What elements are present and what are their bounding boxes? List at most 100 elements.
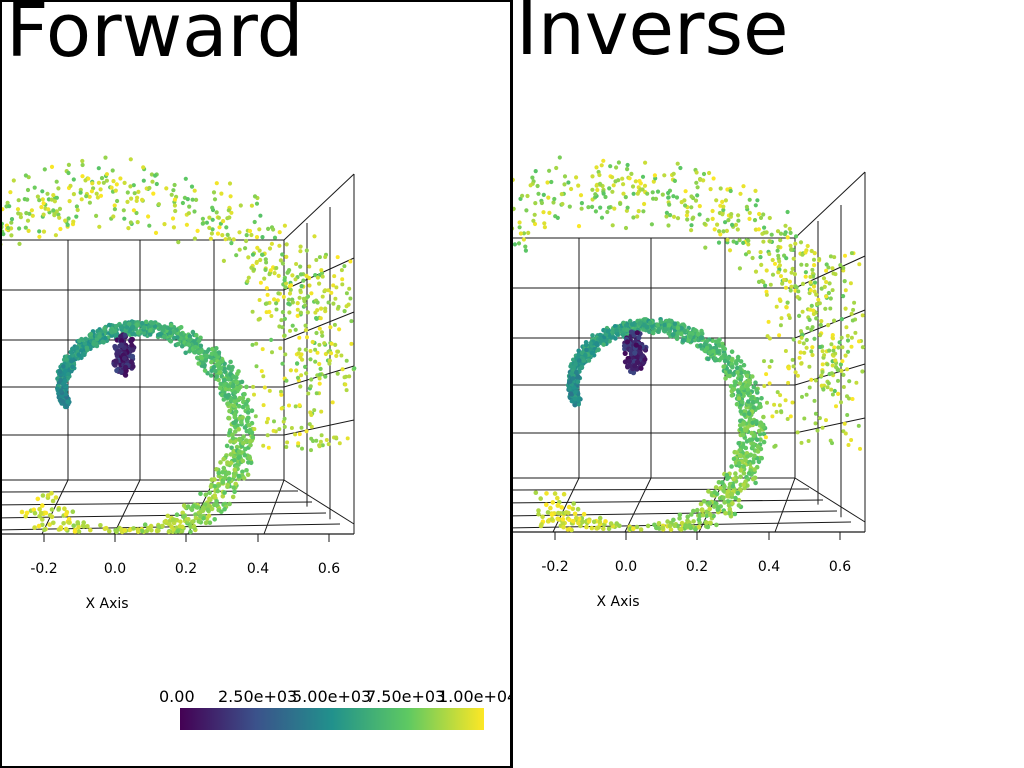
data-point <box>803 270 808 275</box>
data-point <box>61 364 66 369</box>
data-point <box>315 300 320 305</box>
data-point <box>571 501 576 506</box>
data-point <box>74 204 79 209</box>
data-point <box>812 257 816 262</box>
data-point <box>750 374 755 379</box>
data-point <box>339 353 344 358</box>
data-point <box>131 208 136 213</box>
data-point <box>819 286 824 291</box>
data-point <box>203 492 209 498</box>
data-point <box>753 380 758 386</box>
data-point <box>736 213 741 218</box>
data-point <box>49 514 55 520</box>
data-point <box>830 288 835 293</box>
data-point <box>314 391 319 396</box>
data-point <box>744 373 750 379</box>
data-point <box>330 400 335 405</box>
data-point <box>312 234 317 239</box>
data-point <box>232 458 237 463</box>
data-point <box>535 183 540 189</box>
data-point <box>845 338 851 343</box>
data-point <box>279 406 284 411</box>
data-point <box>235 423 240 429</box>
data-point <box>52 199 58 204</box>
data-point <box>722 358 728 364</box>
data-point <box>762 359 766 364</box>
data-point <box>75 207 80 213</box>
data-point <box>733 495 738 501</box>
data-point <box>707 500 712 506</box>
x-tick-label: 0.2 <box>686 559 708 575</box>
data-point <box>232 394 238 400</box>
data-point <box>211 364 217 370</box>
data-point <box>763 435 768 440</box>
data-point <box>41 212 46 217</box>
data-point <box>288 328 292 333</box>
data-point <box>225 232 230 237</box>
data-point <box>210 346 215 352</box>
data-point <box>567 517 572 523</box>
data-point <box>320 274 325 279</box>
data-point <box>2 221 4 226</box>
data-point <box>713 485 719 490</box>
data-point <box>839 335 844 340</box>
data-point <box>9 220 14 225</box>
point-cloud <box>513 155 865 533</box>
data-point <box>294 262 299 266</box>
data-point <box>32 185 37 190</box>
data-point <box>576 183 581 188</box>
data-point <box>570 518 576 524</box>
data-point <box>736 503 742 508</box>
data-point <box>171 527 176 532</box>
data-point <box>721 488 726 493</box>
data-point <box>334 435 339 440</box>
data-point <box>813 378 818 383</box>
data-point <box>707 350 713 356</box>
data-point <box>193 515 199 521</box>
data-point <box>567 379 573 385</box>
data-point <box>644 325 650 330</box>
data-point <box>344 358 349 363</box>
data-point <box>732 382 737 388</box>
data-point <box>47 522 52 527</box>
data-point <box>637 321 642 326</box>
data-point <box>777 333 782 338</box>
data-point <box>274 307 279 312</box>
data-point <box>764 268 769 273</box>
data-point <box>824 268 829 273</box>
data-point <box>80 174 85 179</box>
data-point <box>49 164 55 169</box>
data-point <box>825 385 830 390</box>
data-point <box>677 512 683 518</box>
data-point <box>684 524 689 530</box>
inverse-viewport[interactable]: Inverse -0.2 0.0 0.2 0.4 0.6 X Axis <box>512 0 1024 768</box>
data-point <box>293 432 298 437</box>
data-point <box>80 162 85 168</box>
data-point <box>323 255 328 259</box>
data-point <box>769 232 774 237</box>
data-point <box>758 250 763 255</box>
data-point <box>40 503 45 508</box>
data-point <box>555 503 561 508</box>
forward-viewport[interactable]: Forward -0.2 0.0 0.2 0.4 0.6 X Axis 0.00 2.50e+… <box>0 0 512 768</box>
data-point <box>660 525 666 531</box>
data-point <box>730 501 735 506</box>
data-point <box>583 352 588 358</box>
data-point <box>805 326 810 330</box>
data-point <box>214 502 220 508</box>
data-point <box>775 390 780 395</box>
data-point <box>818 344 823 350</box>
data-point <box>727 373 732 379</box>
data-point <box>86 176 91 181</box>
data-point <box>772 402 777 407</box>
data-point <box>712 490 717 495</box>
data-point <box>832 345 837 350</box>
data-point <box>746 399 751 404</box>
data-point <box>722 484 727 489</box>
data-point <box>113 188 118 193</box>
data-point <box>730 483 736 489</box>
data-point <box>8 190 13 195</box>
data-point <box>745 387 751 392</box>
data-point <box>209 359 214 365</box>
data-point <box>788 230 793 235</box>
